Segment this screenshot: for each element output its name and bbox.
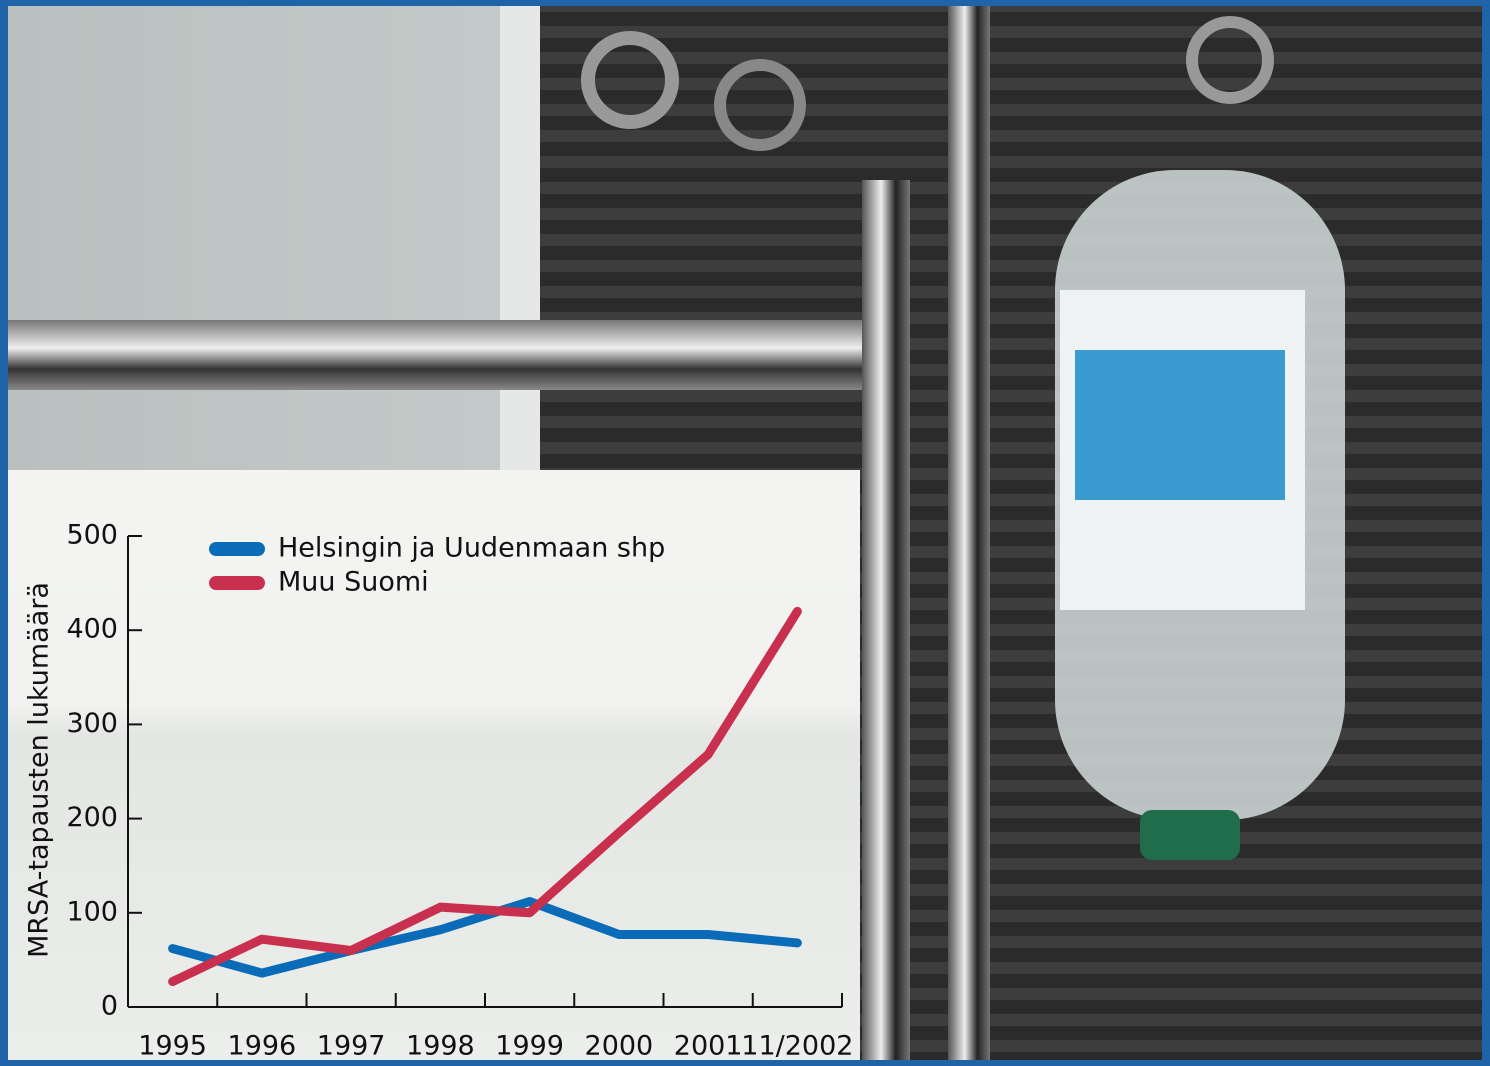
legend-label: Muu Suomi xyxy=(278,567,429,598)
x-tick-label: 1998 xyxy=(406,1031,475,1062)
x-tick-label: 2001 xyxy=(674,1031,743,1062)
x-tick-label: 1999 xyxy=(495,1031,564,1062)
chart: MRSA-tapausten lukumäärä 0 100 200 300 400 50… xyxy=(0,0,1490,1066)
x-tick-label: 1997 xyxy=(317,1031,386,1062)
legend-label: Helsingin ja Uudenmaan shp xyxy=(278,533,665,564)
y-tick-label: 100 xyxy=(66,896,118,927)
x-tick-label: 2000 xyxy=(585,1031,654,1062)
x-tick-label: 1996 xyxy=(228,1031,297,1062)
y-tick-label: 400 xyxy=(66,614,118,645)
y-tick-label: 300 xyxy=(66,708,118,739)
x-tick-label: 11/2002 xyxy=(741,1031,853,1062)
x-tick-label: 1995 xyxy=(138,1031,207,1062)
y-axis-label: MRSA-tapausten lukumäärä xyxy=(24,582,55,958)
photo-background xyxy=(0,0,1490,1066)
y-tick-label: 0 xyxy=(101,991,118,1022)
y-tick-label: 200 xyxy=(66,802,118,833)
y-tick-label: 500 xyxy=(66,520,118,551)
